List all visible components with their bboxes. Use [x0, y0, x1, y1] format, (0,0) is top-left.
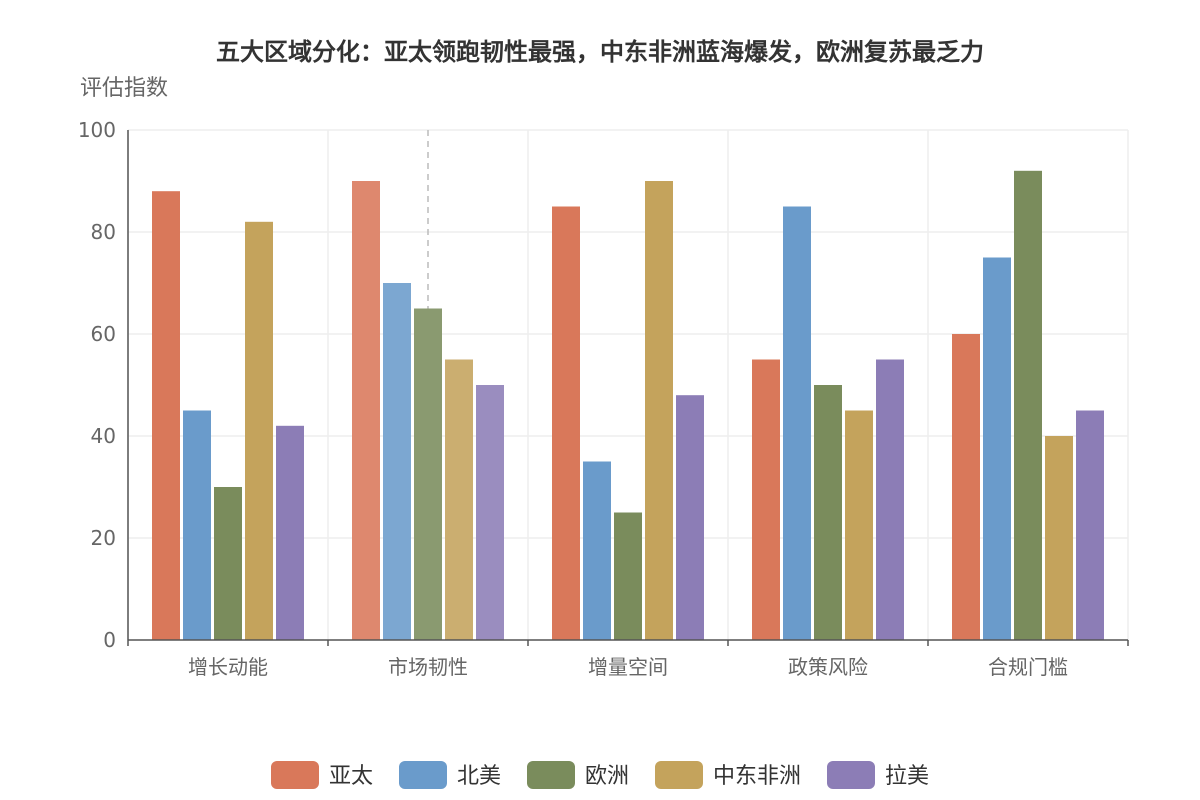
bar-拉美-增长动能[interactable]: [276, 425, 304, 640]
y-tick-label-2: 40: [91, 424, 116, 448]
bar-北美-市场韧性[interactable]: [383, 283, 411, 640]
chart-title: 五大区域分化：亚太领跑韧性最强，中东非洲蓝海爆发，欧洲复苏最乏力: [216, 38, 984, 66]
legend-swatch-中东非洲: [655, 761, 703, 789]
bar-亚太-增量空间[interactable]: [552, 206, 580, 641]
legend-item-亚太[interactable]: 亚太: [271, 761, 373, 789]
bar-拉美-市场韧性[interactable]: [476, 385, 504, 640]
bars: [152, 170, 1104, 641]
legend-label-欧洲: 欧洲: [585, 764, 629, 789]
y-axis-label: 评估指数: [80, 76, 168, 101]
bar-拉美-政策风险[interactable]: [876, 359, 904, 641]
bar-亚太-增长动能[interactable]: [152, 191, 180, 640]
legend-label-中东非洲: 中东非洲: [713, 764, 801, 789]
legend-label-北美: 北美: [457, 764, 501, 789]
y-tick-label-5: 100: [78, 118, 116, 142]
bar-欧洲-增量空间[interactable]: [614, 512, 642, 641]
y-tick-label-4: 80: [91, 220, 116, 244]
bar-欧洲-市场韧性[interactable]: [414, 308, 442, 641]
legend-item-北美[interactable]: 北美: [399, 761, 501, 789]
legend-swatch-拉美: [827, 761, 875, 789]
legend-swatch-欧洲: [527, 761, 575, 789]
x-tick-label-合规门槛: 合规门槛: [988, 655, 1068, 679]
legend-item-拉美[interactable]: 拉美: [827, 761, 929, 789]
x-tick-label-政策风险: 政策风险: [788, 655, 868, 679]
bar-中东非洲-政策风险[interactable]: [845, 410, 873, 641]
x-tick-label-增量空间: 增量空间: [588, 655, 668, 679]
y-tick-label-1: 20: [91, 526, 116, 550]
legend-swatch-北美: [399, 761, 447, 789]
bar-北美-增长动能[interactable]: [183, 410, 211, 641]
legend-item-欧洲[interactable]: 欧洲: [527, 761, 629, 789]
bar-欧洲-政策风险[interactable]: [814, 385, 842, 640]
bar-欧洲-合规门槛[interactable]: [1014, 170, 1042, 641]
legend-swatch-亚太: [271, 761, 319, 789]
legend-label-亚太: 亚太: [329, 764, 373, 789]
bar-欧洲-增长动能[interactable]: [214, 487, 242, 640]
bar-亚太-政策风险[interactable]: [752, 359, 780, 641]
x-tick-label-增长动能: 增长动能: [188, 655, 268, 679]
y-tick-label-3: 60: [91, 322, 116, 346]
bar-亚太-合规门槛[interactable]: [952, 334, 980, 640]
bar-中东非洲-合规门槛[interactable]: [1045, 436, 1073, 640]
axes: 0 20 40 60 80 100 增长动能 市场韧性 增量空间 政策风险 合规门槛: [78, 118, 1129, 679]
bar-中东非洲-增量空间[interactable]: [645, 181, 673, 640]
legend-item-中东非洲[interactable]: 中东非洲: [655, 761, 801, 789]
bar-亚太-市场韧性[interactable]: [352, 181, 380, 640]
bar-北美-政策风险[interactable]: [783, 206, 811, 641]
legend-label-拉美: 拉美: [885, 764, 929, 789]
y-tick-label-0: 0: [103, 628, 116, 652]
bar-拉美-增量空间[interactable]: [676, 395, 704, 640]
x-tick-label-市场韧性: 市场韧性: [388, 655, 468, 679]
legend: 亚太 北美 欧洲 中东非洲 拉美: [271, 761, 929, 789]
bar-拉美-合规门槛[interactable]: [1076, 410, 1104, 641]
bar-北美-合规门槛[interactable]: [983, 257, 1011, 641]
bar-中东非洲-市场韧性[interactable]: [445, 359, 473, 641]
bar-北美-增量空间[interactable]: [583, 461, 611, 641]
bar-中东非洲-增长动能[interactable]: [245, 221, 273, 641]
